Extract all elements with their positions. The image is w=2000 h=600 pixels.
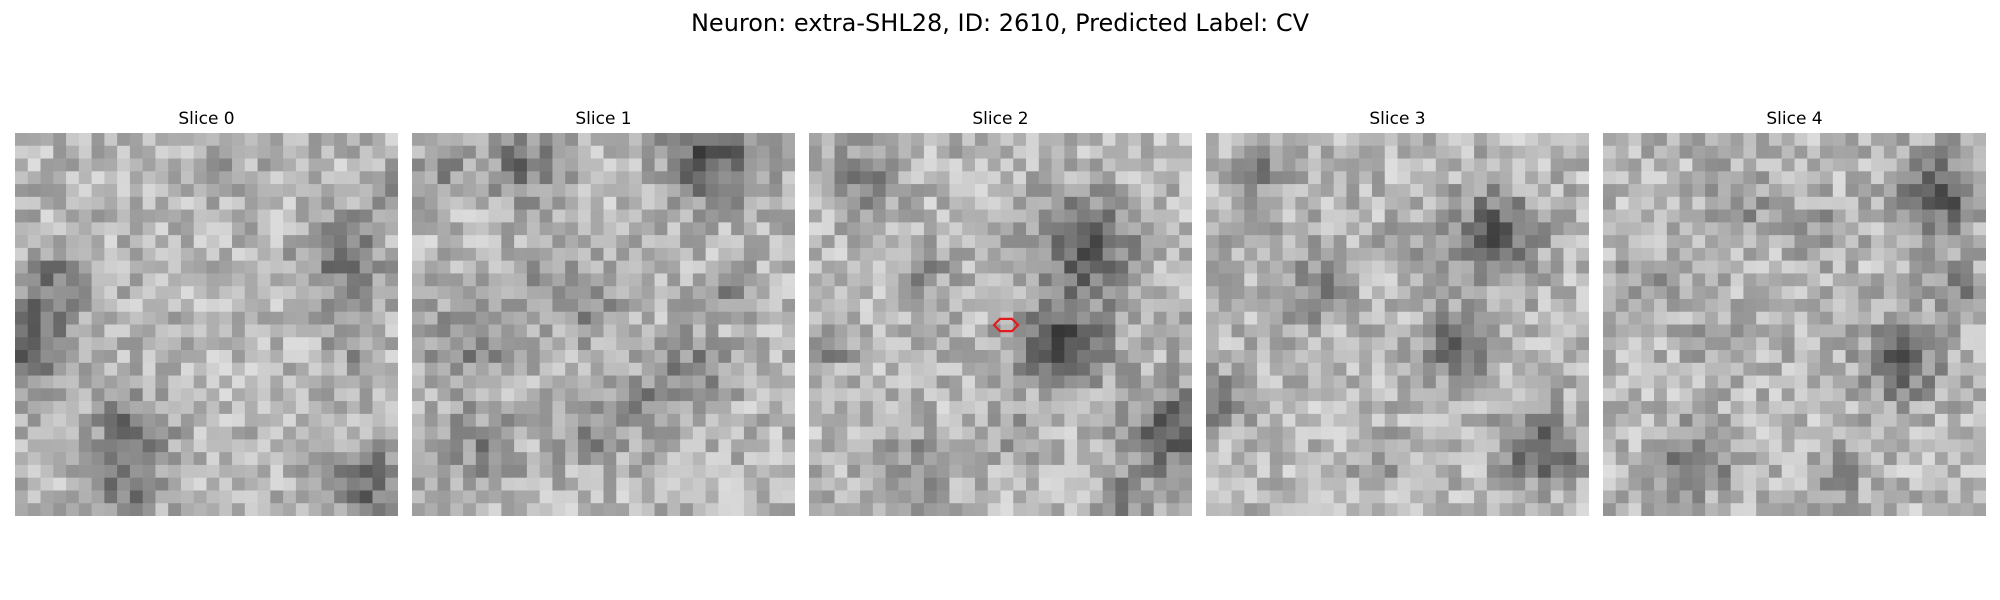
slice-title: Slice 0 <box>178 109 235 129</box>
slice-panel-4: Slice 4 <box>1603 108 1986 516</box>
slice-image <box>1206 133 1589 516</box>
roi-marker <box>992 317 1020 333</box>
figure-title: Neuron: extra-SHL28, ID: 2610, Predicted… <box>690 9 1310 37</box>
slice-panel-1: Slice 1 <box>412 108 795 516</box>
slice-panel-3: Slice 3 <box>1206 108 1589 516</box>
slice-title: Slice 2 <box>972 109 1029 129</box>
slice-panel-0: Slice 0 <box>15 108 398 516</box>
slice-image <box>1603 133 1986 516</box>
slice-title: Slice 3 <box>1369 109 1426 129</box>
slice-title: Slice 4 <box>1766 109 1823 129</box>
slice-title: Slice 1 <box>575 109 632 129</box>
slice-image <box>15 133 398 516</box>
slice-image <box>412 133 795 516</box>
slice-panel-2: Slice 2 <box>809 108 1192 516</box>
slice-image <box>809 133 1192 516</box>
